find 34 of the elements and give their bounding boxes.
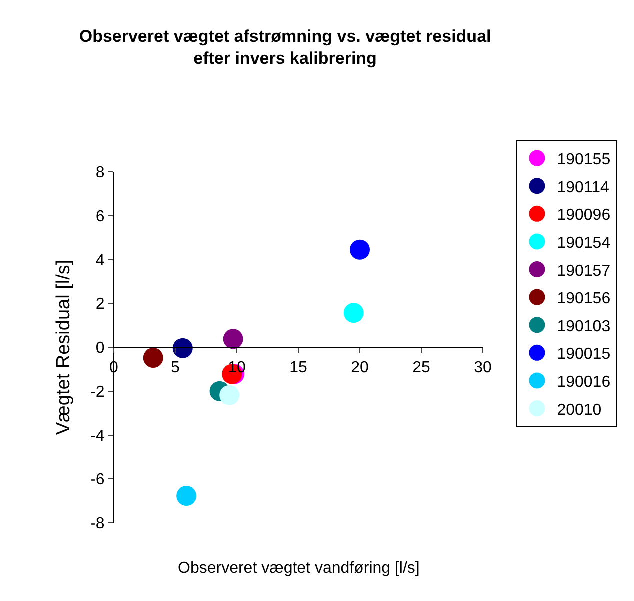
x-tick-label: 5	[171, 360, 180, 377]
legend-label: 190154	[557, 234, 611, 252]
y-tick-label: -2	[90, 384, 105, 401]
legend-label: 190114	[557, 179, 610, 196]
legend-label: 190103	[557, 318, 611, 336]
point	[350, 240, 370, 260]
legend-label: 190155	[557, 152, 611, 169]
point	[344, 303, 364, 324]
y-axis-title: Vægtet Residual [l/s]	[53, 260, 74, 436]
y-tick-label: 8	[96, 164, 105, 182]
legend-label: 190015	[557, 346, 611, 364]
y-tick-label: -4	[90, 428, 105, 445]
point	[223, 329, 244, 350]
point	[143, 348, 164, 368]
y-tick-label: 0	[96, 340, 105, 358]
x-tick-label: 25	[412, 360, 430, 377]
x-tick-label: 20	[351, 360, 369, 377]
point	[172, 338, 193, 358]
y-tick-label: 2	[96, 296, 105, 314]
legend-label: 190016	[557, 374, 611, 391]
x-tick-label: 30	[474, 360, 492, 377]
legend-label: 190157	[557, 262, 611, 280]
x-axis-title: Observeret vægtet vandføring [l/s]	[178, 560, 420, 577]
chart-title: Observeret vægtet afstrømning vs. vægtet residual efter invers kalibrering	[79, 27, 492, 68]
legend-label: 190096	[557, 207, 611, 224]
y-tick-label: 4	[96, 252, 105, 270]
point	[176, 486, 197, 506]
legend-label: 190156	[557, 290, 611, 308]
y-tick-label: -8	[90, 516, 105, 533]
y-tick-label: -6	[90, 472, 105, 489]
x-tick-label: 15	[290, 360, 308, 377]
y-tick-label: 6	[96, 208, 105, 226]
point	[220, 385, 240, 406]
legend-label: 20010	[557, 402, 602, 419]
